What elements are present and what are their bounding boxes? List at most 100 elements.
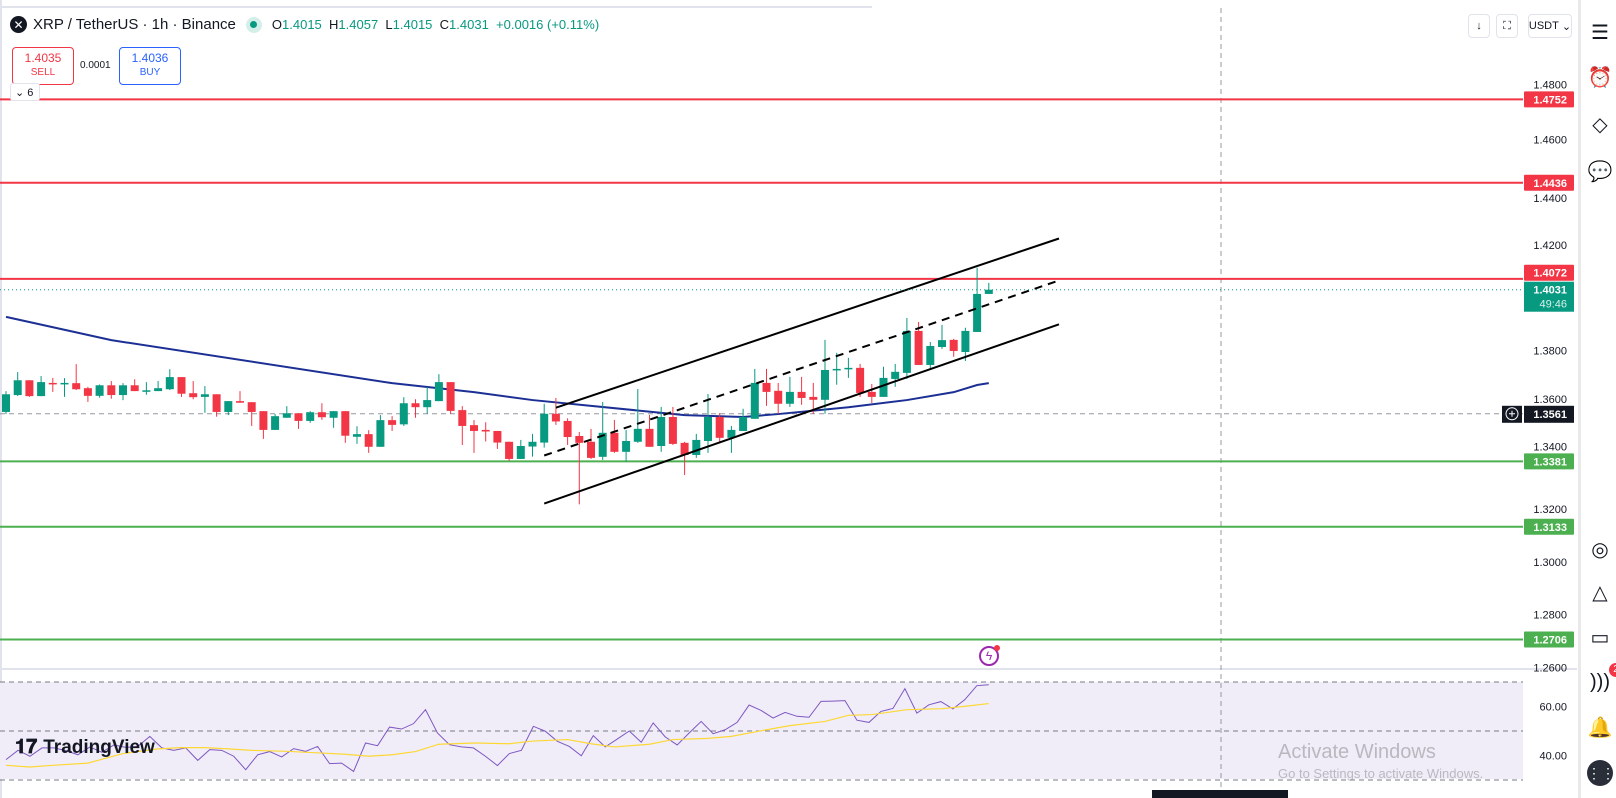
candle bbox=[154, 381, 163, 392]
support-level-label: 1.3133 bbox=[1533, 522, 1567, 534]
candle bbox=[2, 391, 10, 415]
candle-body bbox=[364, 434, 373, 447]
candle-body bbox=[680, 442, 689, 455]
candle-body bbox=[645, 428, 654, 447]
candle-body bbox=[598, 432, 607, 457]
candle-body bbox=[856, 367, 865, 393]
candle bbox=[704, 393, 712, 453]
candle bbox=[774, 382, 783, 414]
candle-body bbox=[821, 369, 829, 400]
candle bbox=[692, 433, 701, 458]
fullscreen-button[interactable]: ⛶ bbox=[1496, 14, 1518, 38]
indicator-legend-toggle[interactable]: ⌄ 6 bbox=[10, 83, 40, 101]
candle-body bbox=[236, 401, 244, 403]
candle bbox=[165, 369, 174, 391]
candle bbox=[142, 382, 151, 395]
candle-body bbox=[107, 385, 116, 396]
candle-body bbox=[388, 420, 397, 425]
candle-body bbox=[83, 388, 92, 396]
candle-body bbox=[353, 434, 361, 437]
candle-body bbox=[154, 388, 163, 392]
candle-body bbox=[692, 439, 701, 455]
candle-body bbox=[189, 393, 198, 398]
candle-body bbox=[317, 412, 326, 418]
candle bbox=[750, 368, 759, 419]
candle-body bbox=[119, 385, 127, 396]
candle-body bbox=[458, 410, 467, 426]
plus-icon-cross bbox=[1509, 410, 1515, 417]
candle bbox=[680, 441, 689, 476]
candle bbox=[83, 386, 92, 402]
candle-body bbox=[481, 429, 490, 432]
candle bbox=[821, 339, 829, 414]
candle bbox=[388, 416, 397, 431]
price-axis-tick: 1.4600 bbox=[1533, 135, 1567, 147]
candle bbox=[762, 368, 771, 406]
taskbar-fragment bbox=[1152, 790, 1288, 798]
candle bbox=[364, 430, 373, 453]
channel-midline bbox=[543, 279, 1060, 457]
sell-button[interactable]: 1.4035 SELL bbox=[12, 47, 74, 85]
plus-icon bbox=[1505, 407, 1519, 421]
candle bbox=[832, 352, 841, 385]
candle bbox=[668, 406, 677, 445]
candle-body bbox=[423, 400, 432, 408]
bell-icon[interactable]: 🔔 bbox=[1587, 717, 1613, 739]
market-status-icon[interactable] bbox=[245, 16, 262, 33]
resistance-level-label-bg bbox=[1524, 264, 1574, 281]
candle bbox=[551, 397, 560, 425]
candle-body bbox=[704, 416, 712, 441]
candle-body bbox=[294, 413, 303, 421]
candle-body bbox=[774, 390, 783, 404]
candle-body bbox=[306, 412, 315, 421]
watchlist-icon[interactable]: ☰ bbox=[1591, 22, 1609, 44]
candle bbox=[200, 386, 209, 413]
symbol-title[interactable]: XRP / TetherUS · 1h · Binance bbox=[33, 16, 236, 33]
candle bbox=[259, 411, 268, 439]
alert-clock-icon[interactable]: ⏰ bbox=[1587, 67, 1613, 89]
tradingview-logo[interactable]: 𝟏𝟕 TradingView bbox=[15, 736, 155, 758]
candle bbox=[785, 376, 794, 407]
candle bbox=[236, 391, 244, 403]
candle-body bbox=[165, 377, 174, 390]
currency-dropdown[interactable]: USDT ⌄ bbox=[1528, 14, 1572, 38]
apps-grid-icon[interactable]: ⋮⋮ bbox=[1587, 760, 1615, 786]
candle bbox=[282, 406, 291, 418]
windows-activation-subtext: Go to Settings to activate Windows. bbox=[1278, 766, 1484, 781]
candle-body bbox=[493, 430, 502, 443]
buy-button[interactable]: 1.4036 BUY bbox=[119, 47, 181, 85]
resistance-level-label: 1.4072 bbox=[1533, 268, 1567, 280]
candle-body bbox=[60, 382, 69, 385]
news-feed-icon[interactable]: )))2 bbox=[1587, 663, 1616, 695]
support-level-label-bg bbox=[1524, 453, 1574, 470]
candle-body bbox=[2, 394, 10, 412]
scroll-to-latest-button[interactable]: ↓ bbox=[1468, 14, 1490, 38]
candle bbox=[423, 387, 432, 414]
candle bbox=[376, 415, 385, 447]
chat-icon[interactable]: 💬 bbox=[1587, 161, 1613, 183]
candle-body bbox=[610, 432, 619, 452]
rsi-line bbox=[5, 684, 989, 773]
price-axis-tick: 1.3400 bbox=[1533, 441, 1567, 453]
events-lightning-icon[interactable]: ϟ bbox=[979, 645, 1000, 666]
rsi-axis-tick: 60.00 bbox=[1539, 702, 1567, 714]
candle bbox=[341, 411, 350, 443]
calendar-icon[interactable]: ▭ bbox=[1590, 627, 1610, 649]
candle-body bbox=[341, 411, 350, 436]
ideas-icon[interactable]: △ bbox=[1592, 582, 1608, 604]
xrp-logo-icon: ✕ bbox=[10, 16, 27, 33]
candle-body bbox=[282, 413, 291, 418]
candle-body bbox=[926, 345, 935, 365]
candle bbox=[610, 419, 619, 453]
candle bbox=[37, 376, 46, 397]
candle-body bbox=[259, 411, 268, 430]
add-alert-plus-button[interactable] bbox=[1502, 405, 1522, 423]
candle-body bbox=[434, 382, 443, 402]
candle-body bbox=[949, 339, 958, 351]
layers-icon[interactable]: ◇ bbox=[1592, 114, 1608, 136]
target-icon[interactable]: ◎ bbox=[1591, 539, 1609, 561]
candle-body bbox=[633, 428, 642, 442]
candle bbox=[446, 382, 455, 414]
change: +0.0016 (+0.11%) bbox=[496, 17, 600, 32]
